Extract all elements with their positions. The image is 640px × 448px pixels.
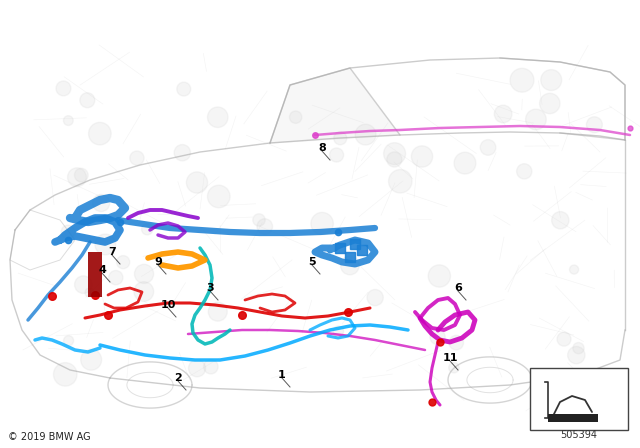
Text: 505394: 505394	[561, 430, 598, 440]
Circle shape	[93, 194, 109, 211]
Circle shape	[68, 168, 86, 187]
Circle shape	[340, 256, 359, 275]
Circle shape	[63, 336, 74, 346]
Circle shape	[130, 151, 144, 165]
Circle shape	[387, 152, 402, 167]
Circle shape	[333, 132, 347, 145]
Circle shape	[480, 140, 496, 155]
Circle shape	[525, 109, 546, 130]
Circle shape	[207, 185, 230, 208]
Circle shape	[208, 302, 227, 321]
Circle shape	[253, 214, 265, 226]
Text: 3: 3	[206, 283, 214, 293]
Circle shape	[454, 152, 476, 174]
Text: 10: 10	[160, 300, 176, 310]
Circle shape	[449, 362, 459, 373]
Circle shape	[95, 234, 116, 255]
Circle shape	[540, 93, 560, 114]
Text: © 2019 BMW AG: © 2019 BMW AG	[8, 432, 91, 442]
Circle shape	[367, 289, 383, 306]
Circle shape	[510, 68, 534, 92]
Circle shape	[204, 359, 218, 374]
Circle shape	[63, 116, 73, 125]
Circle shape	[134, 264, 154, 284]
Circle shape	[430, 329, 445, 345]
Circle shape	[54, 362, 77, 386]
Circle shape	[88, 122, 111, 145]
Circle shape	[174, 145, 191, 161]
Circle shape	[81, 349, 102, 370]
Circle shape	[412, 146, 433, 167]
Circle shape	[494, 105, 512, 123]
Circle shape	[75, 276, 92, 293]
Circle shape	[116, 255, 130, 269]
Circle shape	[333, 326, 344, 336]
Text: 6: 6	[454, 283, 462, 293]
Circle shape	[85, 288, 94, 297]
Circle shape	[449, 335, 463, 350]
Circle shape	[311, 212, 333, 235]
Text: 11: 11	[442, 353, 458, 363]
Circle shape	[56, 81, 71, 96]
Circle shape	[541, 69, 562, 90]
Circle shape	[383, 142, 406, 164]
Circle shape	[141, 224, 153, 235]
Circle shape	[568, 346, 585, 364]
Circle shape	[177, 82, 191, 96]
Circle shape	[61, 225, 75, 239]
Circle shape	[516, 164, 532, 179]
Bar	[530, 368, 628, 430]
Text: 4: 4	[98, 265, 106, 275]
Text: 5: 5	[308, 257, 316, 267]
Circle shape	[207, 107, 228, 128]
Text: 8: 8	[318, 143, 326, 153]
Circle shape	[109, 271, 123, 285]
Bar	[548, 414, 598, 422]
Circle shape	[134, 282, 154, 302]
Circle shape	[189, 360, 205, 377]
Circle shape	[186, 172, 207, 193]
Circle shape	[355, 124, 376, 145]
Text: 2: 2	[174, 373, 182, 383]
Circle shape	[74, 168, 88, 182]
Circle shape	[557, 332, 571, 346]
Circle shape	[586, 117, 602, 133]
Text: 7: 7	[108, 247, 116, 257]
Circle shape	[289, 111, 302, 123]
Circle shape	[388, 169, 412, 193]
Circle shape	[552, 211, 569, 229]
Circle shape	[570, 265, 579, 274]
Polygon shape	[270, 68, 400, 143]
Circle shape	[80, 93, 95, 108]
Circle shape	[428, 265, 451, 287]
Circle shape	[330, 148, 344, 162]
Bar	[88, 252, 102, 297]
Text: 9: 9	[154, 257, 162, 267]
Circle shape	[257, 219, 273, 234]
Circle shape	[573, 343, 584, 354]
Text: 1: 1	[278, 370, 286, 380]
